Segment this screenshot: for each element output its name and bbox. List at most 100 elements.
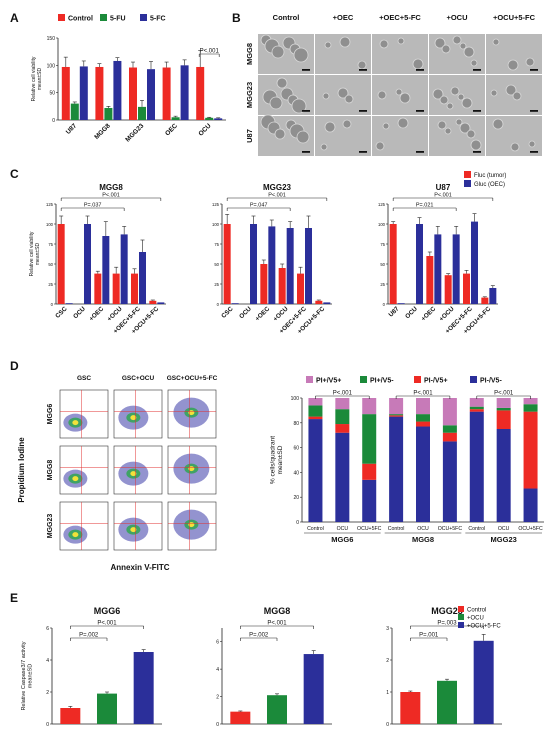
y-tick-label: 100: [46, 222, 54, 227]
cell-cluster: [525, 57, 535, 67]
bar-fluc: [94, 273, 102, 304]
cell-cluster: [510, 142, 520, 152]
bar-control: [129, 67, 137, 120]
x-tick-label: MGG8: [93, 122, 112, 141]
scale-bar: [473, 151, 481, 153]
bar-gluc: [489, 288, 497, 304]
stacked-bar-segment: [335, 432, 350, 522]
y-tick-label: 75: [380, 242, 385, 247]
y-axis-label-line: mean±SD: [277, 445, 284, 474]
bar-5-fu: [138, 106, 146, 120]
bar-fluc: [260, 264, 268, 304]
y-axis-label-line: Relative cell viability: [31, 56, 37, 101]
flow-row-label: MGG8: [47, 460, 54, 481]
panel-letter-c: C: [10, 167, 19, 181]
bar-gluc: [231, 303, 239, 304]
cell-cluster: [466, 129, 476, 139]
bar-gluc: [323, 302, 331, 304]
y-tick-label: 75: [214, 242, 219, 247]
density-core: [130, 471, 137, 477]
stacked-bar-segment: [496, 398, 511, 408]
y-tick-label: 0: [46, 722, 49, 728]
stacked-bar-segment: [308, 405, 323, 417]
cell-cluster: [437, 120, 447, 130]
bar-gluc: [286, 228, 294, 304]
bar: [400, 692, 421, 724]
stacked-bar-segment: [442, 432, 457, 442]
y-tick-label: 0: [296, 520, 299, 526]
legend-swatch: [464, 171, 471, 178]
subplot-title: U87: [436, 183, 451, 192]
legend-label: Control: [467, 608, 486, 614]
cell-cluster: [337, 87, 349, 99]
cell-cluster: [395, 88, 403, 96]
y-tick-label: 40: [293, 470, 299, 476]
stacked-bar-segment: [308, 398, 323, 406]
y-tick-label: 100: [291, 396, 300, 402]
cell-cluster: [441, 44, 451, 54]
scale-bar: [302, 69, 310, 71]
cell-cluster: [457, 93, 465, 101]
density-core: [188, 522, 195, 528]
group-label: MGG6: [331, 535, 353, 544]
subplot-title: MGG8: [99, 183, 123, 192]
bar-gluc: [139, 252, 146, 304]
significance-bracket-label: P<.001: [267, 621, 287, 627]
bar-5-fc: [113, 60, 122, 120]
bar: [97, 693, 117, 724]
bar-gluc: [250, 224, 257, 304]
cell-cluster: [450, 86, 460, 96]
bar: [437, 680, 457, 724]
micrograph-column-label: +OCU+5-FC: [493, 13, 536, 22]
y-tick-label: 125: [378, 202, 386, 207]
micrograph-column-label: +OCU: [446, 13, 467, 22]
cell-cluster: [276, 77, 288, 89]
subplot-title: MGG23: [431, 606, 463, 616]
legend-swatch: [306, 376, 313, 383]
scale-bar: [416, 69, 424, 71]
y-tick-label: 0: [217, 302, 220, 307]
cell-cluster: [492, 38, 500, 46]
cell-cluster: [324, 121, 336, 133]
stacked-bar-segment: [469, 409, 484, 412]
cell-cluster: [463, 46, 475, 58]
bar-fluc: [297, 273, 304, 304]
panel-letter-b: B: [232, 11, 241, 25]
cell-cluster: [459, 122, 471, 134]
legend-swatch: [470, 376, 477, 383]
y-tick-label: 20: [293, 495, 299, 501]
bar-5-fc: [79, 66, 88, 120]
bar-gluc: [416, 224, 423, 304]
bar-gluc: [84, 224, 91, 304]
stacked-bar-segment: [308, 416, 323, 420]
cell-cluster: [470, 59, 478, 67]
cell-cluster: [397, 37, 405, 45]
legend-label: Fluc (tumor): [474, 173, 506, 179]
scale-bar: [359, 69, 367, 71]
legend-swatch: [100, 14, 107, 21]
bar: [60, 708, 81, 724]
significance-bracket-label: P=.037: [84, 203, 102, 209]
micrograph-row-label: MGG23: [245, 82, 254, 108]
scale-bar: [416, 110, 424, 112]
bar-control: [196, 66, 205, 120]
x-tick-label: OCU: [337, 526, 349, 532]
bar-gluc: [65, 303, 73, 304]
bar: [230, 711, 251, 724]
density-core: [72, 532, 79, 538]
stacked-bar-segment: [496, 410, 511, 429]
x-tick-label: +OEC: [88, 305, 106, 323]
significance-bracket-label: P=.047: [250, 203, 268, 209]
y-axis-label-line: mean±SD: [27, 664, 33, 688]
x-tick-label: U87: [387, 305, 400, 318]
cell-cluster: [269, 96, 283, 110]
cell-cluster: [344, 94, 354, 104]
significance-bracket-label: P<.001: [333, 391, 353, 397]
legend-label: +OCU: [467, 616, 484, 622]
cell-cluster: [293, 47, 309, 63]
x-tick-label: OCU+5FC: [438, 526, 463, 532]
legend-swatch: [458, 606, 464, 612]
legend-swatch: [458, 622, 464, 628]
cell-cluster: [322, 92, 330, 100]
stacked-bar-segment: [416, 398, 430, 415]
